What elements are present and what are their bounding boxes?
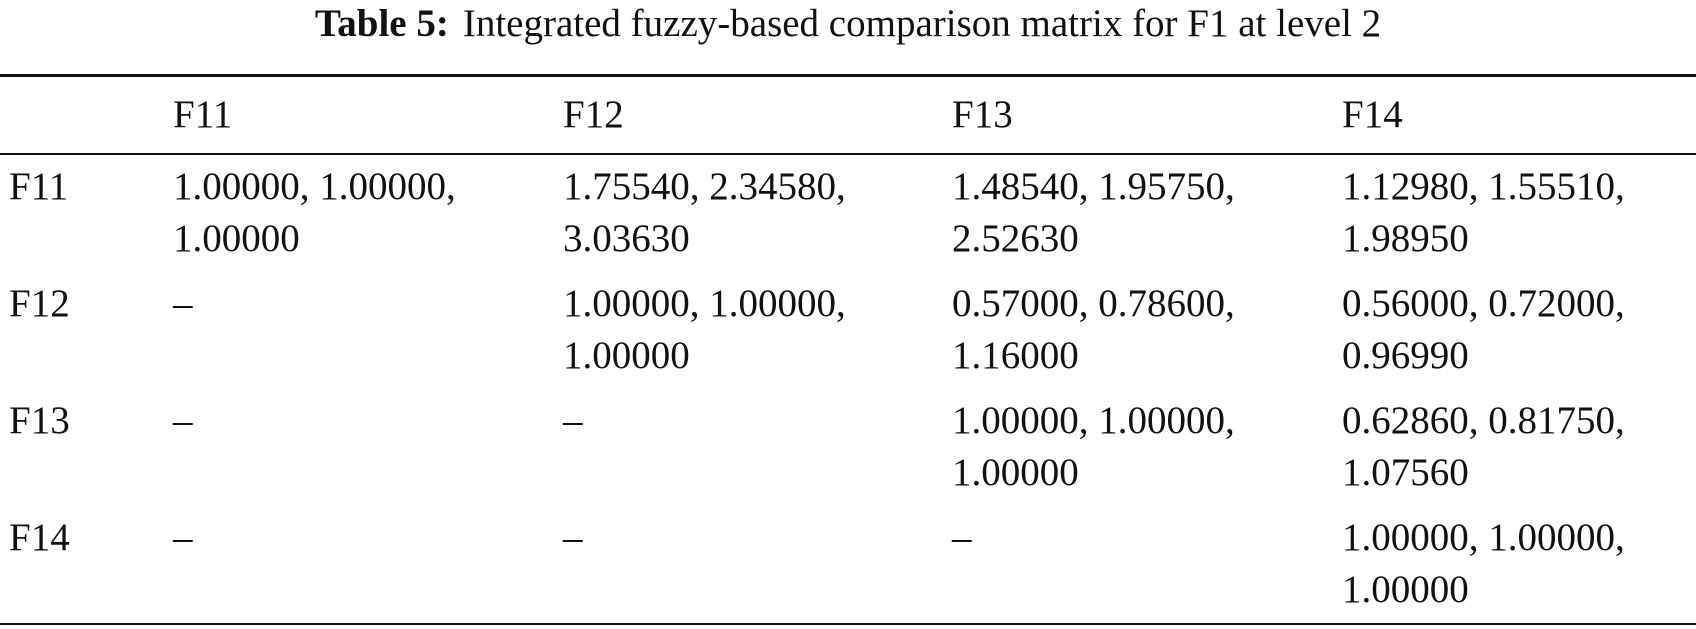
table-cell: 0.57000, 0.78600, 1.16000 xyxy=(952,282,1235,377)
table-cell: 1.00000, 1.00000, 1.00000 xyxy=(563,282,846,377)
table: F11 F12 F13 F14 F11 1.00000, 1.00000, 1.0000… xyxy=(0,74,1696,625)
row-label: F12 xyxy=(9,282,70,325)
header-row: F11 F12 F13 F14 xyxy=(0,75,1696,155)
table-cell: 1.00000, 1.00000, 1.00000 xyxy=(1342,516,1625,611)
table-cell: 1.75540, 2.34580, 3.03630 xyxy=(563,165,846,260)
caption-text: Integrated fuzzy-based comparison matrix… xyxy=(462,2,1382,45)
table-cell: – xyxy=(563,516,583,559)
column-header: F11 xyxy=(173,93,233,136)
table-cell: 1.12980, 1.55510, 1.98950 xyxy=(1342,165,1625,260)
column-header: F13 xyxy=(952,93,1013,136)
table-cell: 0.56000, 0.72000, 0.96990 xyxy=(1342,282,1625,377)
caption-label: Table 5: xyxy=(314,2,449,45)
table-row: F13 – – 1.00000, 1.00000, 1.00000 0.62860, 0… xyxy=(0,389,1696,506)
table-cell: – xyxy=(952,516,972,559)
table-cell: – xyxy=(173,399,193,442)
table-cell: – xyxy=(173,282,193,325)
table-cell: 0.62860, 0.81750, 1.07560 xyxy=(1342,399,1625,494)
column-header: F14 xyxy=(1342,93,1403,136)
row-label: F14 xyxy=(9,516,70,559)
row-label: F13 xyxy=(9,399,70,442)
table-caption: Table 5: Integrated fuzzy-based compariso… xyxy=(0,0,1696,74)
table-cell: 1.48540, 1.95750, 2.52630 xyxy=(952,165,1235,260)
table-row: F11 1.00000, 1.00000, 1.00000 1.75540, 2.3… xyxy=(0,154,1696,272)
column-header: F12 xyxy=(563,93,624,136)
corner-cell xyxy=(0,76,173,155)
table-cell: – xyxy=(563,399,583,442)
table-cell: 1.00000, 1.00000, 1.00000 xyxy=(173,165,456,260)
table-cell: – xyxy=(173,516,193,559)
table-row: F14 – – – 1.00000, 1.00000, 1.00000 xyxy=(0,506,1696,624)
table-cell: 1.00000, 1.00000, 1.00000 xyxy=(952,399,1235,494)
table-row: F12 – 1.00000, 1.00000, 1.00000 0.57000, 0.… xyxy=(0,272,1696,389)
row-label: F11 xyxy=(9,165,69,208)
table-body: F11 1.00000, 1.00000, 1.00000 1.75540, 2.3… xyxy=(0,154,1696,624)
